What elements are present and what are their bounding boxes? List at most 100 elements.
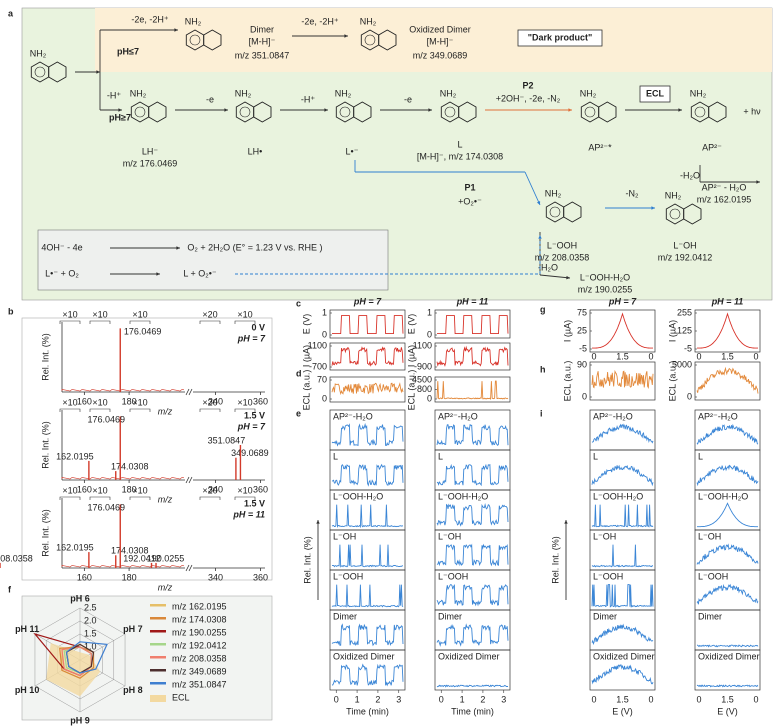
peak-label: 162.0195 xyxy=(56,542,94,552)
y-tick-label: 0 xyxy=(687,391,692,401)
species-label: L⁻OOH-H₂O xyxy=(593,491,643,501)
species-label: L⁻OOH xyxy=(438,571,468,581)
species-label: L⁻OOH-H₂O xyxy=(698,491,748,501)
x-tick-label: 1.5 xyxy=(616,694,629,704)
x-tick-label: 360 xyxy=(253,484,268,494)
bracket xyxy=(59,408,81,412)
peak-label: 174.0308 xyxy=(111,546,149,556)
equation-box xyxy=(37,229,389,291)
baseline-noise xyxy=(61,389,185,392)
scheme-label: [M-H]⁻ xyxy=(249,36,276,46)
scheme-label: O₂ + 2H₂O (E° = 1.23 V vs. RHE ) xyxy=(187,242,322,252)
atom-label: NH₂ xyxy=(545,188,562,198)
scale-label: ×10 xyxy=(92,397,107,407)
scheme-label: -H₂O xyxy=(680,170,700,180)
aromatic xyxy=(584,106,596,118)
legend-swatch xyxy=(150,669,166,672)
y-axis-label: I (µA) xyxy=(406,345,416,367)
plot-frame xyxy=(694,361,761,401)
scale-label: ×10 xyxy=(62,397,77,407)
trace xyxy=(331,422,404,447)
scheme-label: -e xyxy=(404,94,412,104)
y-axis-label: Rel. Int. (%) xyxy=(40,421,50,469)
trace xyxy=(697,312,758,349)
y-axis-label: Rel. Int. (%) xyxy=(550,536,560,584)
axis-label: pH 6 xyxy=(70,593,90,603)
y-axis-label: ECL (a.u.) xyxy=(301,370,311,411)
scheme-label: -H⁺ xyxy=(107,90,121,100)
ring xyxy=(378,29,397,51)
arrow-head xyxy=(536,201,541,205)
scheme-label: LH⁻ xyxy=(142,146,159,156)
species-label: L⁻OH xyxy=(438,531,461,541)
aromatic xyxy=(694,106,706,118)
bracket xyxy=(89,320,111,324)
species-label: L⁻OOH-H₂O xyxy=(333,491,383,501)
x-tick-label: 0 xyxy=(439,694,444,704)
scheme-label: P1 xyxy=(464,182,475,192)
species-label: L xyxy=(698,451,703,461)
y-axis-label: E (V) xyxy=(406,314,416,335)
species-label: Dimer xyxy=(333,611,357,621)
scheme-label: m/z 351.0847 xyxy=(235,50,290,60)
scheme-label: L xyxy=(457,139,462,149)
arrow xyxy=(524,171,541,206)
bracket xyxy=(234,320,256,324)
trace xyxy=(331,623,404,647)
scheme-label: P2 xyxy=(522,80,533,90)
arrow-head xyxy=(538,235,542,239)
arrow-head xyxy=(566,275,570,280)
y-tick-label: 1100 xyxy=(308,340,327,350)
aromatic xyxy=(189,34,201,46)
x-tick-label: 160 xyxy=(77,572,92,582)
scheme-label: [M-H]⁻ xyxy=(427,36,454,46)
species-label: Oxidized Dimer xyxy=(698,651,760,661)
peak-label: 349.0689 xyxy=(231,448,269,458)
atom-label: NH₂ xyxy=(130,88,147,98)
axis-break xyxy=(185,476,193,484)
ring xyxy=(353,101,372,123)
species-label: Oxidized Dimer xyxy=(333,651,395,661)
y-tick-label: 0 xyxy=(427,329,432,339)
y-axis-label: ECL (a.u.) xyxy=(562,361,572,402)
x-tick-label: 0 xyxy=(591,694,596,704)
aromatic xyxy=(134,106,146,118)
axis-break xyxy=(185,564,193,572)
scheme-label: AP²⁻* xyxy=(588,142,612,152)
x-tick-label: 180 xyxy=(122,484,137,494)
scheme-label: L + O₂•⁻ xyxy=(183,268,217,278)
peak-label: 351.0847 xyxy=(208,435,246,445)
legend-swatch xyxy=(150,617,166,620)
scheme-label: -H⁺ xyxy=(301,94,315,104)
x-tick-label: 160 xyxy=(77,396,92,406)
scheme-label: + hν xyxy=(743,106,761,116)
scheme-label: L•⁻ + O₂ xyxy=(45,268,79,278)
condition-label: 1.5 V xyxy=(244,498,265,508)
y-tick-label: 5000 xyxy=(672,359,692,369)
x-tick-label: 180 xyxy=(122,396,137,406)
trace xyxy=(697,644,759,648)
species-label: Dimer xyxy=(593,611,617,621)
bracket xyxy=(129,320,151,324)
species-label: Oxidized Dimer xyxy=(593,651,655,661)
plot-frame xyxy=(589,361,656,401)
y-tick-label: 1 xyxy=(322,307,327,317)
x-tick-label: 0 xyxy=(591,351,596,361)
legend-swatch xyxy=(150,604,166,607)
plot-frame xyxy=(329,309,406,339)
trace xyxy=(332,315,404,335)
scheme-label: m/z 176.0469 xyxy=(123,158,178,168)
scale-label: ×10 xyxy=(62,485,77,495)
y-tick-label: 4500 xyxy=(412,374,432,384)
x-axis-label: m/z xyxy=(158,582,173,592)
y-tick-label: -5 xyxy=(684,343,692,353)
trace xyxy=(696,464,759,487)
arrow-head xyxy=(156,272,160,276)
peak-label: 162.0195 xyxy=(56,451,94,461)
y-tick-label: 0 xyxy=(322,393,327,403)
y-axis-label: Rel. Int. (%) xyxy=(40,509,50,557)
trace xyxy=(436,345,509,367)
trace xyxy=(331,504,404,529)
x-tick-label: 0 xyxy=(696,694,701,704)
